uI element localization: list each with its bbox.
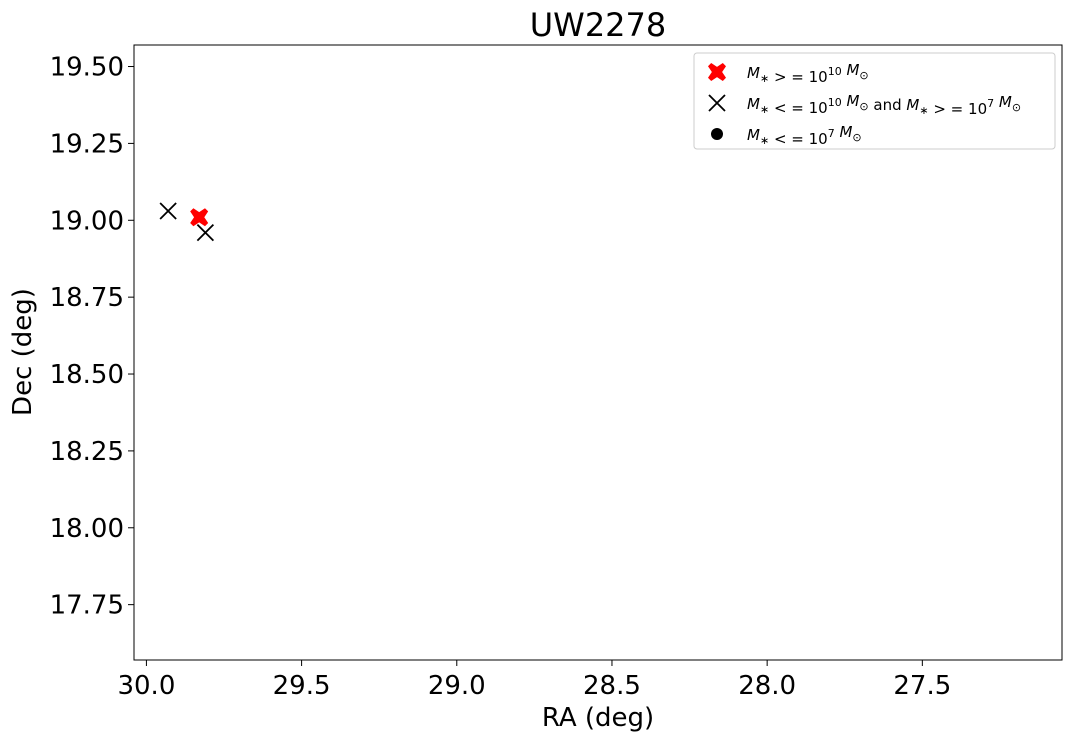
y-tick-label: 18.75 xyxy=(50,283,124,313)
x-tick-label: 28.0 xyxy=(738,671,796,701)
legend-marker xyxy=(708,63,726,81)
legend-marker xyxy=(708,94,726,112)
x-tick-label: 29.5 xyxy=(273,671,331,701)
data-point xyxy=(196,223,215,242)
legend-marker xyxy=(711,128,723,140)
x-tick-label: 28.5 xyxy=(583,671,641,701)
y-tick-label: 19.50 xyxy=(50,53,124,83)
legend-label: M∗ < = 1010 M⊙ and M∗ > = 107 M⊙ xyxy=(747,92,1021,118)
y-axis-label: Dec (deg) xyxy=(8,288,38,416)
y-tick-label: 18.00 xyxy=(50,514,124,544)
x-axis-label: RA (deg) xyxy=(542,703,654,733)
y-tick-label: 19.00 xyxy=(50,206,124,236)
x-axis: 30.0 29.5 29.0 28.5 28.0 27.5 xyxy=(117,660,951,701)
y-tick-label: 19.25 xyxy=(50,129,124,159)
y-tick-label: 18.25 xyxy=(50,437,124,467)
chart-title: UW2278 xyxy=(530,6,667,44)
data-point xyxy=(159,202,177,220)
legend: M∗ > = 1010 M⊙ M∗ < = 1010 M⊙ and M∗ > = … xyxy=(693,52,1056,150)
x-tick-label: 30.0 xyxy=(117,671,175,701)
x-tick-label: 27.5 xyxy=(893,671,951,701)
plot-area xyxy=(133,44,1063,661)
legend-label: M∗ > = 1010 M⊙ xyxy=(747,61,869,86)
y-axis: 19.50 19.25 19.00 18.75 18.50 18.25 18.00 17.75 xyxy=(50,53,134,621)
data-point xyxy=(190,208,209,227)
legend-label: M∗ < = 107 M⊙ xyxy=(747,123,862,148)
y-tick-label: 17.75 xyxy=(50,591,124,621)
data-points xyxy=(159,202,215,242)
legend-box xyxy=(693,52,1056,150)
y-tick-label: 18.50 xyxy=(50,360,124,390)
x-tick-label: 29.0 xyxy=(428,671,486,701)
